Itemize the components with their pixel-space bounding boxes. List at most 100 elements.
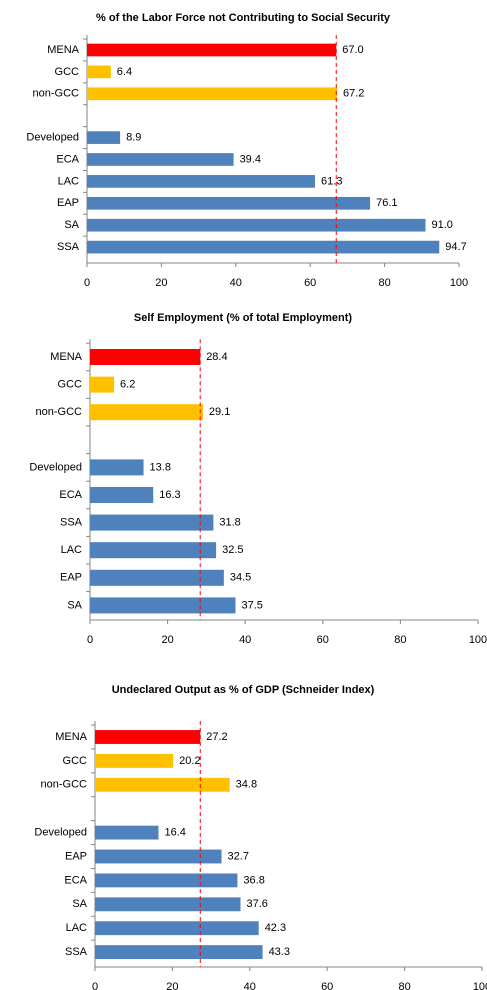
x-tick-label: 80 [378, 277, 390, 289]
value-label: 6.4 [117, 66, 132, 78]
value-label: 37.6 [247, 898, 268, 910]
value-label: 67.0 [342, 44, 363, 56]
chart-title: Undeclared Output as % of GDP (Schneider… [112, 684, 375, 696]
bar [87, 175, 316, 188]
x-tick-label: 100 [469, 634, 487, 646]
bar [90, 404, 203, 421]
value-label: 32.5 [222, 544, 243, 556]
x-tick-label: 20 [161, 634, 173, 646]
y-tick-label: EAP [57, 197, 79, 209]
bar [90, 542, 217, 559]
bar [95, 753, 174, 768]
x-tick-label: 40 [230, 277, 242, 289]
bar [95, 777, 230, 792]
bar [95, 825, 159, 840]
y-tick-label: EAP [65, 850, 87, 862]
bar [95, 730, 201, 744]
bar [95, 921, 259, 936]
value-label: 16.4 [164, 827, 185, 839]
bar [90, 459, 144, 476]
y-tick-label: LAC [61, 544, 82, 556]
value-label: 34.5 [230, 572, 251, 584]
x-tick-label: 0 [92, 981, 98, 990]
value-label: 6.2 [120, 379, 135, 391]
y-tick-label: LAC [58, 175, 79, 187]
y-tick-label: ECA [64, 874, 87, 886]
value-label: 91.0 [432, 219, 453, 231]
bar [95, 849, 222, 864]
y-tick-label: SA [72, 898, 87, 910]
y-tick-label: MENA [55, 731, 87, 743]
value-label: 37.5 [242, 599, 263, 611]
x-tick-label: 80 [394, 634, 406, 646]
value-label: 34.8 [236, 779, 257, 791]
value-label: 16.3 [159, 489, 180, 501]
bar [87, 218, 426, 232]
value-label: 76.1 [376, 197, 397, 209]
x-tick-label: 0 [87, 634, 93, 646]
y-tick-label: SA [67, 599, 82, 611]
y-tick-label: LAC [66, 922, 87, 934]
bar [87, 65, 111, 79]
value-label: 61.3 [321, 175, 342, 187]
bar [87, 43, 337, 57]
bar [95, 897, 241, 912]
value-label: 13.8 [150, 461, 171, 473]
x-tick-label: 60 [321, 981, 333, 990]
value-label: 20.2 [179, 755, 200, 767]
y-tick-label: Developed [29, 461, 82, 473]
x-tick-label: 80 [398, 981, 410, 990]
x-tick-label: 20 [155, 277, 167, 289]
chart-title: Self Employment (% of total Employment) [134, 312, 353, 324]
x-tick-label: 20 [166, 981, 178, 990]
x-tick-label: 60 [317, 634, 329, 646]
value-label: 36.8 [243, 874, 264, 886]
bar [90, 569, 224, 586]
x-tick-label: 40 [244, 981, 256, 990]
chart-title: % of the Labor Force not Contributing to… [96, 12, 391, 24]
value-label: 43.3 [269, 946, 290, 958]
y-tick-label: ECA [56, 153, 79, 165]
y-tick-label: MENA [50, 351, 82, 363]
bar [87, 131, 121, 144]
bar [90, 597, 236, 614]
x-tick-label: 60 [304, 277, 316, 289]
value-label: 32.7 [228, 850, 249, 862]
bar [95, 945, 263, 960]
y-tick-label: SSA [60, 517, 83, 529]
value-label: 42.3 [265, 922, 286, 934]
bar [95, 873, 238, 888]
y-tick-label: non-GCC [36, 406, 83, 418]
x-tick-label: 0 [84, 277, 90, 289]
y-tick-label: non-GCC [41, 779, 88, 791]
y-tick-label: non-GCC [33, 88, 80, 100]
bar [90, 486, 154, 504]
bar [90, 514, 214, 531]
x-tick-label: 100 [450, 277, 468, 289]
x-tick-label: 40 [239, 634, 251, 646]
y-tick-label: SA [64, 219, 79, 231]
value-label: 94.7 [445, 241, 466, 253]
bar [87, 87, 337, 101]
value-label: 39.4 [240, 153, 261, 165]
bar [90, 376, 115, 393]
y-tick-label: GCC [58, 379, 83, 391]
value-label: 31.8 [219, 517, 240, 529]
y-tick-label: EAP [60, 572, 82, 584]
y-tick-label: Developed [26, 132, 79, 144]
value-label: 28.4 [206, 351, 227, 363]
x-tick-label: 100 [473, 981, 487, 990]
y-tick-label: SSA [57, 241, 80, 253]
y-tick-label: Developed [34, 827, 87, 839]
value-label: 8.9 [126, 132, 141, 144]
y-tick-label: ECA [59, 489, 82, 501]
value-label: 27.2 [206, 731, 227, 743]
y-tick-label: GCC [63, 755, 88, 767]
y-tick-label: GCC [55, 66, 80, 78]
value-label: 29.1 [209, 406, 230, 418]
bar [87, 153, 234, 166]
value-label: 67.2 [343, 88, 364, 100]
bar [87, 240, 440, 254]
bar [90, 348, 201, 366]
